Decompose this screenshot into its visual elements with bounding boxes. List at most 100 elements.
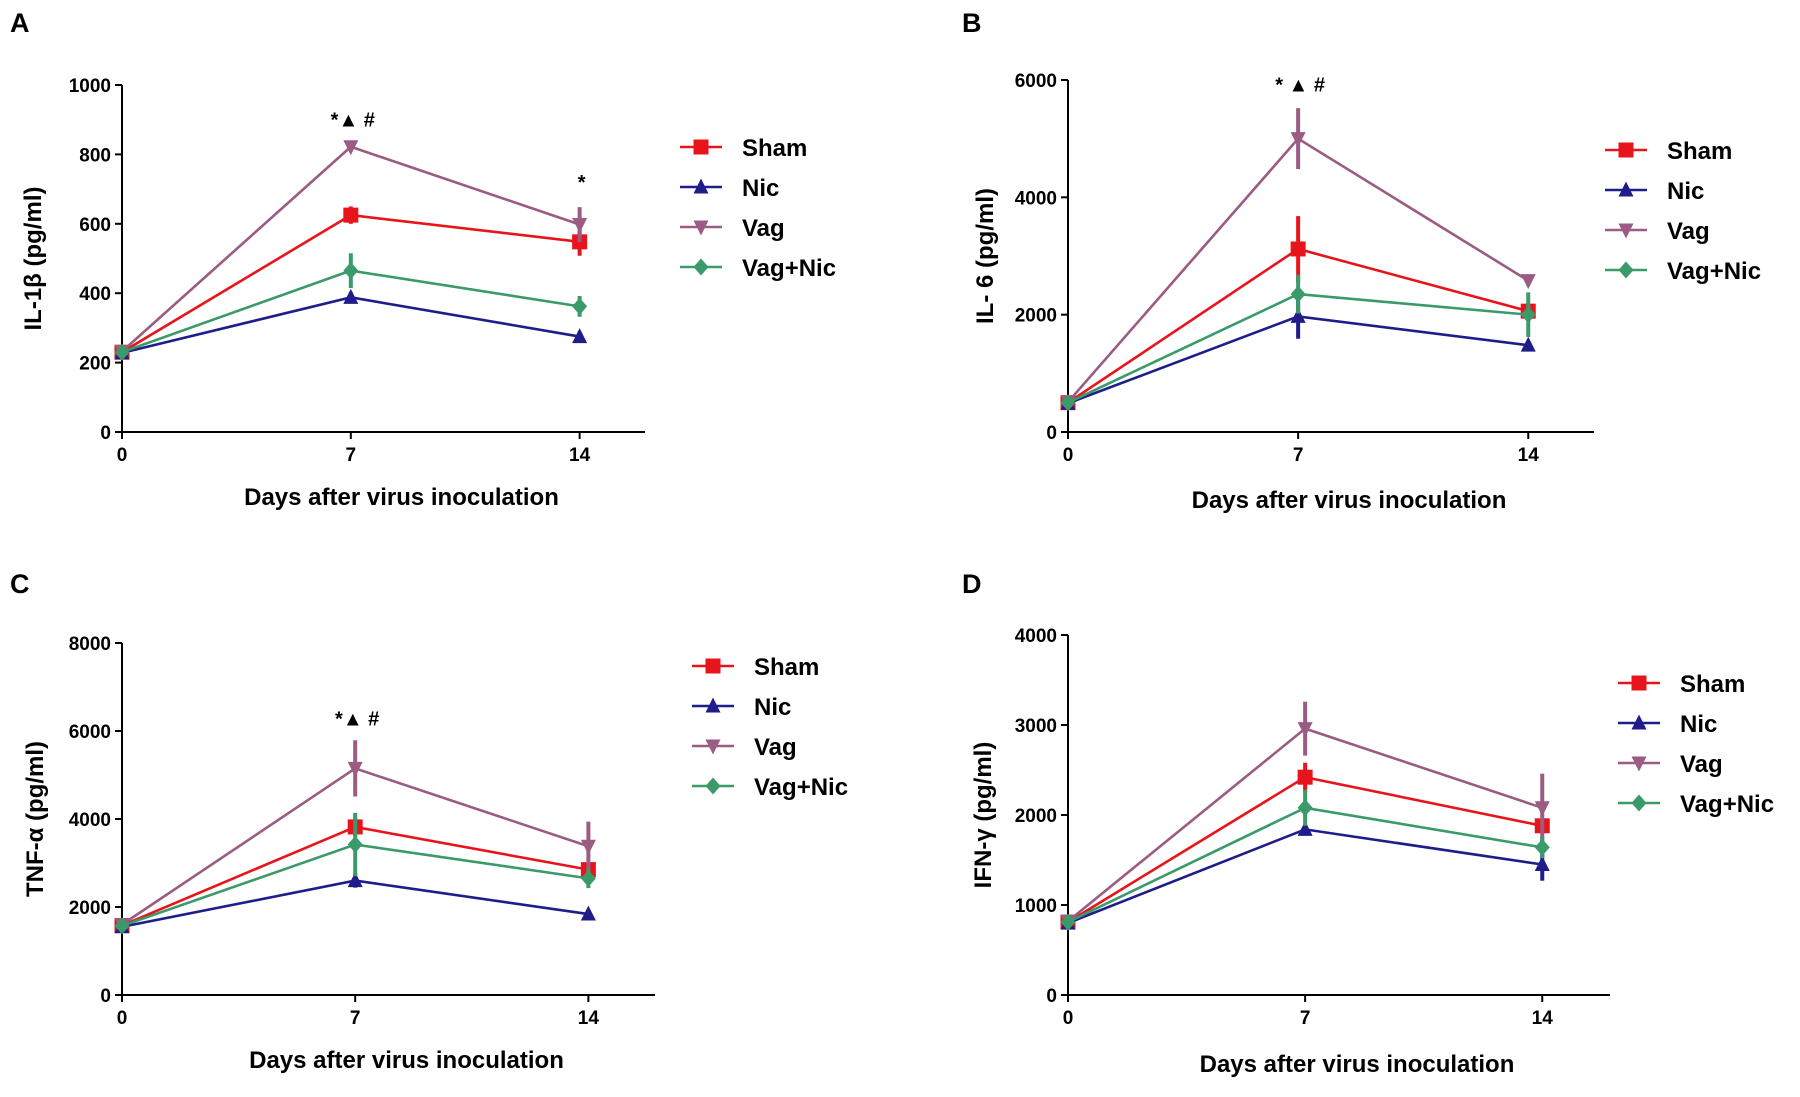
data-point-d-vag-2 <box>1534 801 1550 817</box>
legend-marker-a-sham <box>693 139 709 155</box>
series-line-a-vag <box>121 145 581 353</box>
y-tick-label-d-0: 0 <box>1046 986 1057 1007</box>
series-c-vag-nic <box>114 812 596 935</box>
legend-label-b-vag: Vag <box>1667 218 1710 245</box>
y-tick-label-b-0: 0 <box>1046 423 1057 444</box>
legend-marker-d-nic <box>1631 714 1647 730</box>
legend-marker-b-nic <box>1618 181 1634 197</box>
x-tick-label-a-0: 0 <box>117 445 128 466</box>
x-axis-label-a: Days after virus inoculation <box>244 484 559 511</box>
x-tick-label-c-0: 0 <box>117 1008 128 1029</box>
y-tick-label-b-3: 6000 <box>1015 71 1057 92</box>
data-point-a-vag-nic-0 <box>114 343 130 361</box>
panel-letter-b: B <box>962 8 982 38</box>
legend-c: Sham Nic Vag Vag+Nic <box>692 654 848 801</box>
legend-marker-b-sham <box>1618 142 1634 158</box>
y-tick-label-c-3: 6000 <box>69 722 111 743</box>
legend-b: Sham Nic Vag Vag+Nic <box>1605 138 1761 285</box>
legend-label-d-vag-nic: Vag+Nic <box>1680 791 1774 818</box>
y-tick-label-c-4: 8000 <box>69 634 111 655</box>
legend-label-c-vag-nic: Vag+Nic <box>754 774 848 801</box>
y-tick-label-c-1: 2000 <box>69 898 111 919</box>
legend-label-a-vag: Vag <box>742 215 785 242</box>
series-d-sham <box>1060 762 1550 930</box>
data-point-d-vag-nic-2 <box>1534 838 1550 856</box>
data-point-d-vag-1 <box>1297 722 1313 738</box>
data-point-a-vag-nic-1 <box>343 262 359 280</box>
y-tick-label-b-2: 4000 <box>1015 188 1057 209</box>
y-axis-label-d: IFN-γ (pg/ml) <box>970 742 997 889</box>
legend-label-a-vag-nic: Vag+Nic <box>742 255 836 282</box>
legend-marker-d-vag-nic <box>1631 794 1647 812</box>
y-axis-label-b: IL- 6 (pg/ml) <box>972 188 999 324</box>
y-tick-label-d-2: 2000 <box>1015 806 1057 827</box>
data-point-a-sham-1 <box>343 207 359 223</box>
legend-label-c-nic: Nic <box>754 694 791 721</box>
significance-annotation-a-0: *▲ # <box>331 110 375 132</box>
y-tick-label-a-4: 800 <box>79 145 111 166</box>
data-point-b-vag-2 <box>1520 274 1536 290</box>
significance-annotation-a-1: * <box>578 172 586 194</box>
data-point-d-nic-2 <box>1534 856 1550 871</box>
data-point-c-vag-2 <box>580 839 596 855</box>
legend-marker-a-vag <box>693 220 709 236</box>
legend-marker-c-nic <box>705 697 721 713</box>
series-b-vag-nic <box>1060 274 1536 412</box>
panel-b: B 0 2000 4000 6000 0 7 14 Days after virus inocu… <box>962 8 1761 514</box>
legend-a: Sham Nic Vag Vag+Nic <box>680 135 836 282</box>
panel-letter-d: D <box>962 569 982 599</box>
y-tick-label-a-2: 400 <box>79 284 111 305</box>
y-tick-label-d-4: 4000 <box>1015 626 1057 647</box>
series-d-vag-nic <box>1060 789 1550 931</box>
legend-marker-d-vag <box>1631 756 1647 772</box>
data-point-c-vag-1 <box>347 761 363 777</box>
data-point-c-vag-nic-0 <box>114 917 130 935</box>
data-point-a-nic-2 <box>572 328 588 344</box>
y-tick-label-d-1: 1000 <box>1015 896 1057 917</box>
y-axis-label-c: TNF-α (pg/ml) <box>22 741 49 897</box>
panel-d: D 0 1000 2000 3000 4000 0 7 14 Days after virus i… <box>962 569 1774 1078</box>
legend-label-c-sham: Sham <box>754 654 819 681</box>
data-point-b-vag-nic-1 <box>1290 285 1306 303</box>
data-point-d-vag-nic-1 <box>1297 799 1313 817</box>
y-axis-label-a: IL-1β (pg/ml) <box>20 187 47 331</box>
legend-label-a-nic: Nic <box>742 175 779 202</box>
y-tick-label-a-1: 200 <box>79 354 111 375</box>
data-point-b-vag-nic-2 <box>1520 306 1536 324</box>
data-point-a-vag-2 <box>572 217 588 233</box>
panel-c: C 0 2000 4000 6000 8000 0 7 14 Days after virus i… <box>10 569 848 1074</box>
legend-marker-c-vag <box>705 739 721 755</box>
legend-label-d-sham: Sham <box>1680 671 1745 698</box>
legend-marker-c-vag-nic <box>705 777 721 795</box>
series-line-a-nic <box>121 296 580 355</box>
data-point-a-vag-nic-2 <box>572 297 588 315</box>
series-a-vag-nic <box>114 253 588 361</box>
x-axis-label-b: Days after virus inoculation <box>1192 487 1507 514</box>
y-tick-label-a-3: 600 <box>79 215 111 236</box>
y-tick-label-c-0: 0 <box>100 986 111 1007</box>
y-tick-label-d-3: 3000 <box>1015 716 1057 737</box>
data-point-a-nic-1 <box>343 288 359 304</box>
panel-letter-c: C <box>10 569 30 599</box>
series-a-nic <box>114 288 588 360</box>
data-point-b-nic-1 <box>1290 307 1306 323</box>
legend-marker-a-vag-nic <box>693 258 709 276</box>
data-point-c-nic-2 <box>580 905 596 921</box>
series-line-d-nic <box>1067 828 1543 925</box>
y-tick-label-a-5: 1000 <box>69 76 111 97</box>
x-tick-label-c-1: 7 <box>350 1008 361 1029</box>
data-point-d-nic-1 <box>1297 820 1313 836</box>
x-tick-label-d-0: 0 <box>1063 1008 1074 1029</box>
x-tick-label-a-1: 7 <box>346 445 357 466</box>
legend-marker-c-sham <box>705 658 721 674</box>
x-tick-label-b-0: 0 <box>1063 445 1074 466</box>
panel-a: A 0 200 400 600 800 1000 0 7 14 Days after virus i… <box>10 8 836 511</box>
data-point-b-vag-nic-0 <box>1060 394 1076 412</box>
significance-annotation-c-0: *▲ # <box>335 709 379 731</box>
legend-d: Sham Nic Vag Vag+Nic <box>1618 671 1774 818</box>
legend-label-d-nic: Nic <box>1680 711 1717 738</box>
data-point-c-nic-1 <box>347 872 363 888</box>
legend-marker-b-vag <box>1618 223 1634 239</box>
legend-marker-a-nic <box>693 178 709 194</box>
legend-label-b-vag-nic: Vag+Nic <box>1667 258 1761 285</box>
